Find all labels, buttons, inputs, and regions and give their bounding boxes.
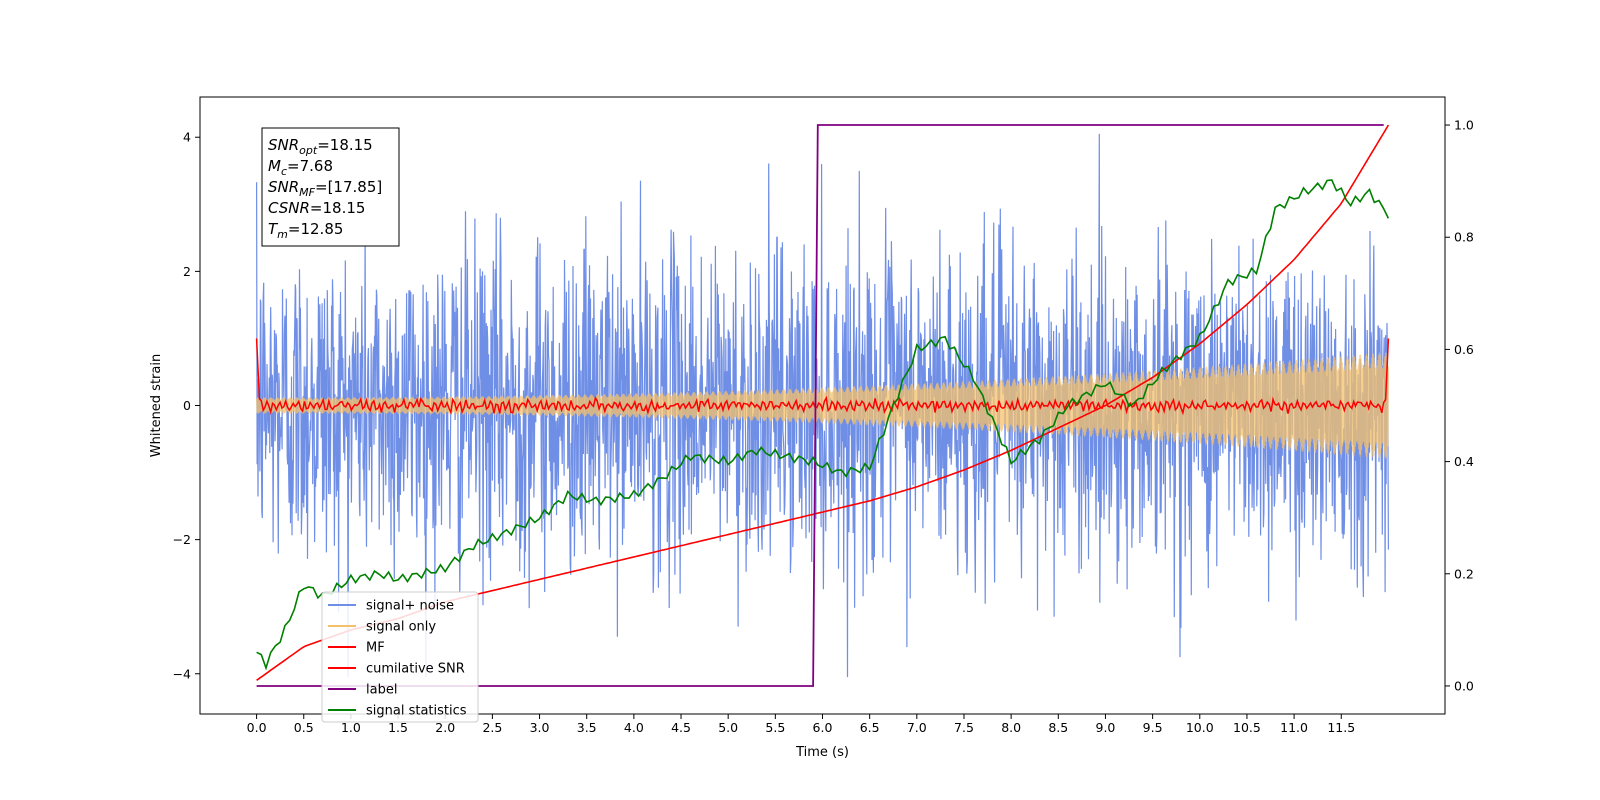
y2-tick-label: 0.6 [1454,342,1474,357]
x-tick-label: 3.5 [577,720,597,735]
legend-label: MF [366,641,385,656]
series-signal-statistics [256,179,1390,671]
series-signal-only [256,352,1389,459]
legend-label: label [366,683,397,698]
y-axis-label: Whitened strain [149,354,164,457]
y-tick-label: 0 [183,398,191,413]
x-tick-label: 0.5 [294,720,314,735]
y-tick-label: −4 [173,666,191,681]
annotation-snr_mf: SNRMF=[17.85] [268,178,382,199]
series-label [256,124,1384,687]
x-axis-label: Time (s) [795,745,849,760]
y-tick-label: 2 [183,264,191,279]
legend-box [321,591,479,723]
x-tick-label: 0.0 [247,720,267,735]
y-tick-label: −2 [173,532,191,547]
series-mf [255,338,1390,416]
x-tick-label: 9.0 [1096,720,1116,735]
y2-tick-label: 0.2 [1454,566,1474,581]
x-tick-label: 11.0 [1280,720,1308,735]
x-tick-label: 4.5 [671,720,691,735]
legend-label: signal only [366,620,436,635]
x-tick-label: 5.5 [765,720,785,735]
y-tick-label: 4 [183,130,191,145]
x-tick-label: 7.5 [954,720,974,735]
x-tick-label: 7.0 [907,720,927,735]
x-tick-label: 11.5 [1327,720,1355,735]
annotation-box [261,127,400,247]
x-tick-label: 2.0 [435,720,455,735]
y2-tick-label: 0.4 [1454,454,1474,469]
y2-tick-label: 0.0 [1454,678,1474,693]
y2-tick-label: 0.8 [1454,230,1474,245]
annotation-snr_opt: SNRopt=18.15 [268,136,373,157]
legend-label: cumilative SNR [366,662,465,677]
annotation-mc: Mc=7.68 [268,157,333,178]
x-tick-label: 2.5 [482,720,502,735]
x-tick-label: 10.5 [1233,720,1261,735]
x-tick-label: 3.0 [530,720,550,735]
x-tick-label: 8.0 [1001,720,1021,735]
x-tick-label: 9.5 [1143,720,1163,735]
x-tick-label: 4.0 [624,720,644,735]
x-tick-label: 10.0 [1186,720,1214,735]
x-tick-label: 6.5 [860,720,880,735]
annotation-csnr: CSNR=18.15 [268,199,365,217]
legend-label: signal statistics [366,704,467,719]
x-tick-label: 6.0 [813,720,833,735]
y2-tick-label: 1.0 [1454,118,1474,133]
x-tick-label: 8.5 [1048,720,1068,735]
annotation-tm: Tm=12.85 [268,220,343,241]
series-signal-noise [256,133,1389,678]
x-tick-label: 1.5 [388,720,408,735]
legend-label: signal+ noise [366,599,454,614]
x-tick-label: 1.0 [341,720,361,735]
x-tick-label: 5.0 [718,720,738,735]
